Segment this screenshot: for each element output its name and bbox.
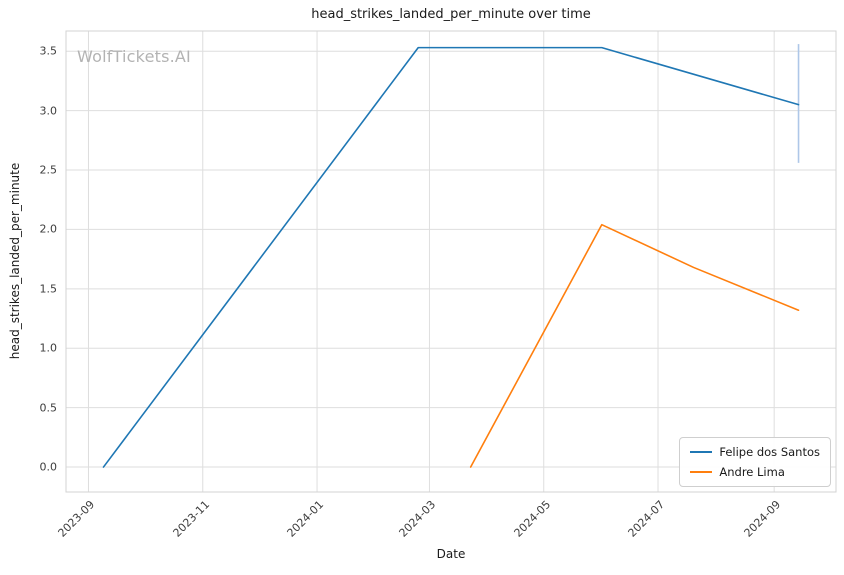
y-tick-label: 0.0 bbox=[39, 460, 58, 474]
chart-title: head_strikes_landed_per_minute over time bbox=[311, 7, 591, 22]
watermark: WolfTickets.AI bbox=[77, 47, 191, 66]
y-tick-label: 3.0 bbox=[39, 104, 58, 118]
legend-item: Felipe dos Santos bbox=[690, 445, 820, 459]
legend-label: Andre Lima bbox=[719, 465, 785, 479]
legend-label: Felipe dos Santos bbox=[719, 445, 820, 459]
legend-line-swatch bbox=[690, 471, 713, 473]
y-tick-label: 1.5 bbox=[39, 282, 58, 296]
series-line-0 bbox=[102, 46, 800, 468]
y-tick-label: 0.5 bbox=[39, 401, 58, 415]
y-tick-label: 1.0 bbox=[39, 341, 58, 355]
plot-border bbox=[65, 30, 837, 493]
series-line-1 bbox=[469, 223, 800, 468]
y-tick-label: 2.0 bbox=[39, 222, 58, 236]
plot-background bbox=[66, 31, 836, 492]
legend-line-swatch bbox=[690, 451, 713, 453]
x-axis-label: Date bbox=[436, 547, 466, 561]
legend: Felipe dos Santos Andre Lima bbox=[679, 437, 831, 487]
y-tick-label: 2.5 bbox=[39, 163, 58, 177]
y-axis-label: head_strikes_landed_per_minute bbox=[8, 162, 22, 360]
legend-item: Andre Lima bbox=[690, 465, 820, 479]
y-tick-label: 3.5 bbox=[39, 44, 58, 58]
